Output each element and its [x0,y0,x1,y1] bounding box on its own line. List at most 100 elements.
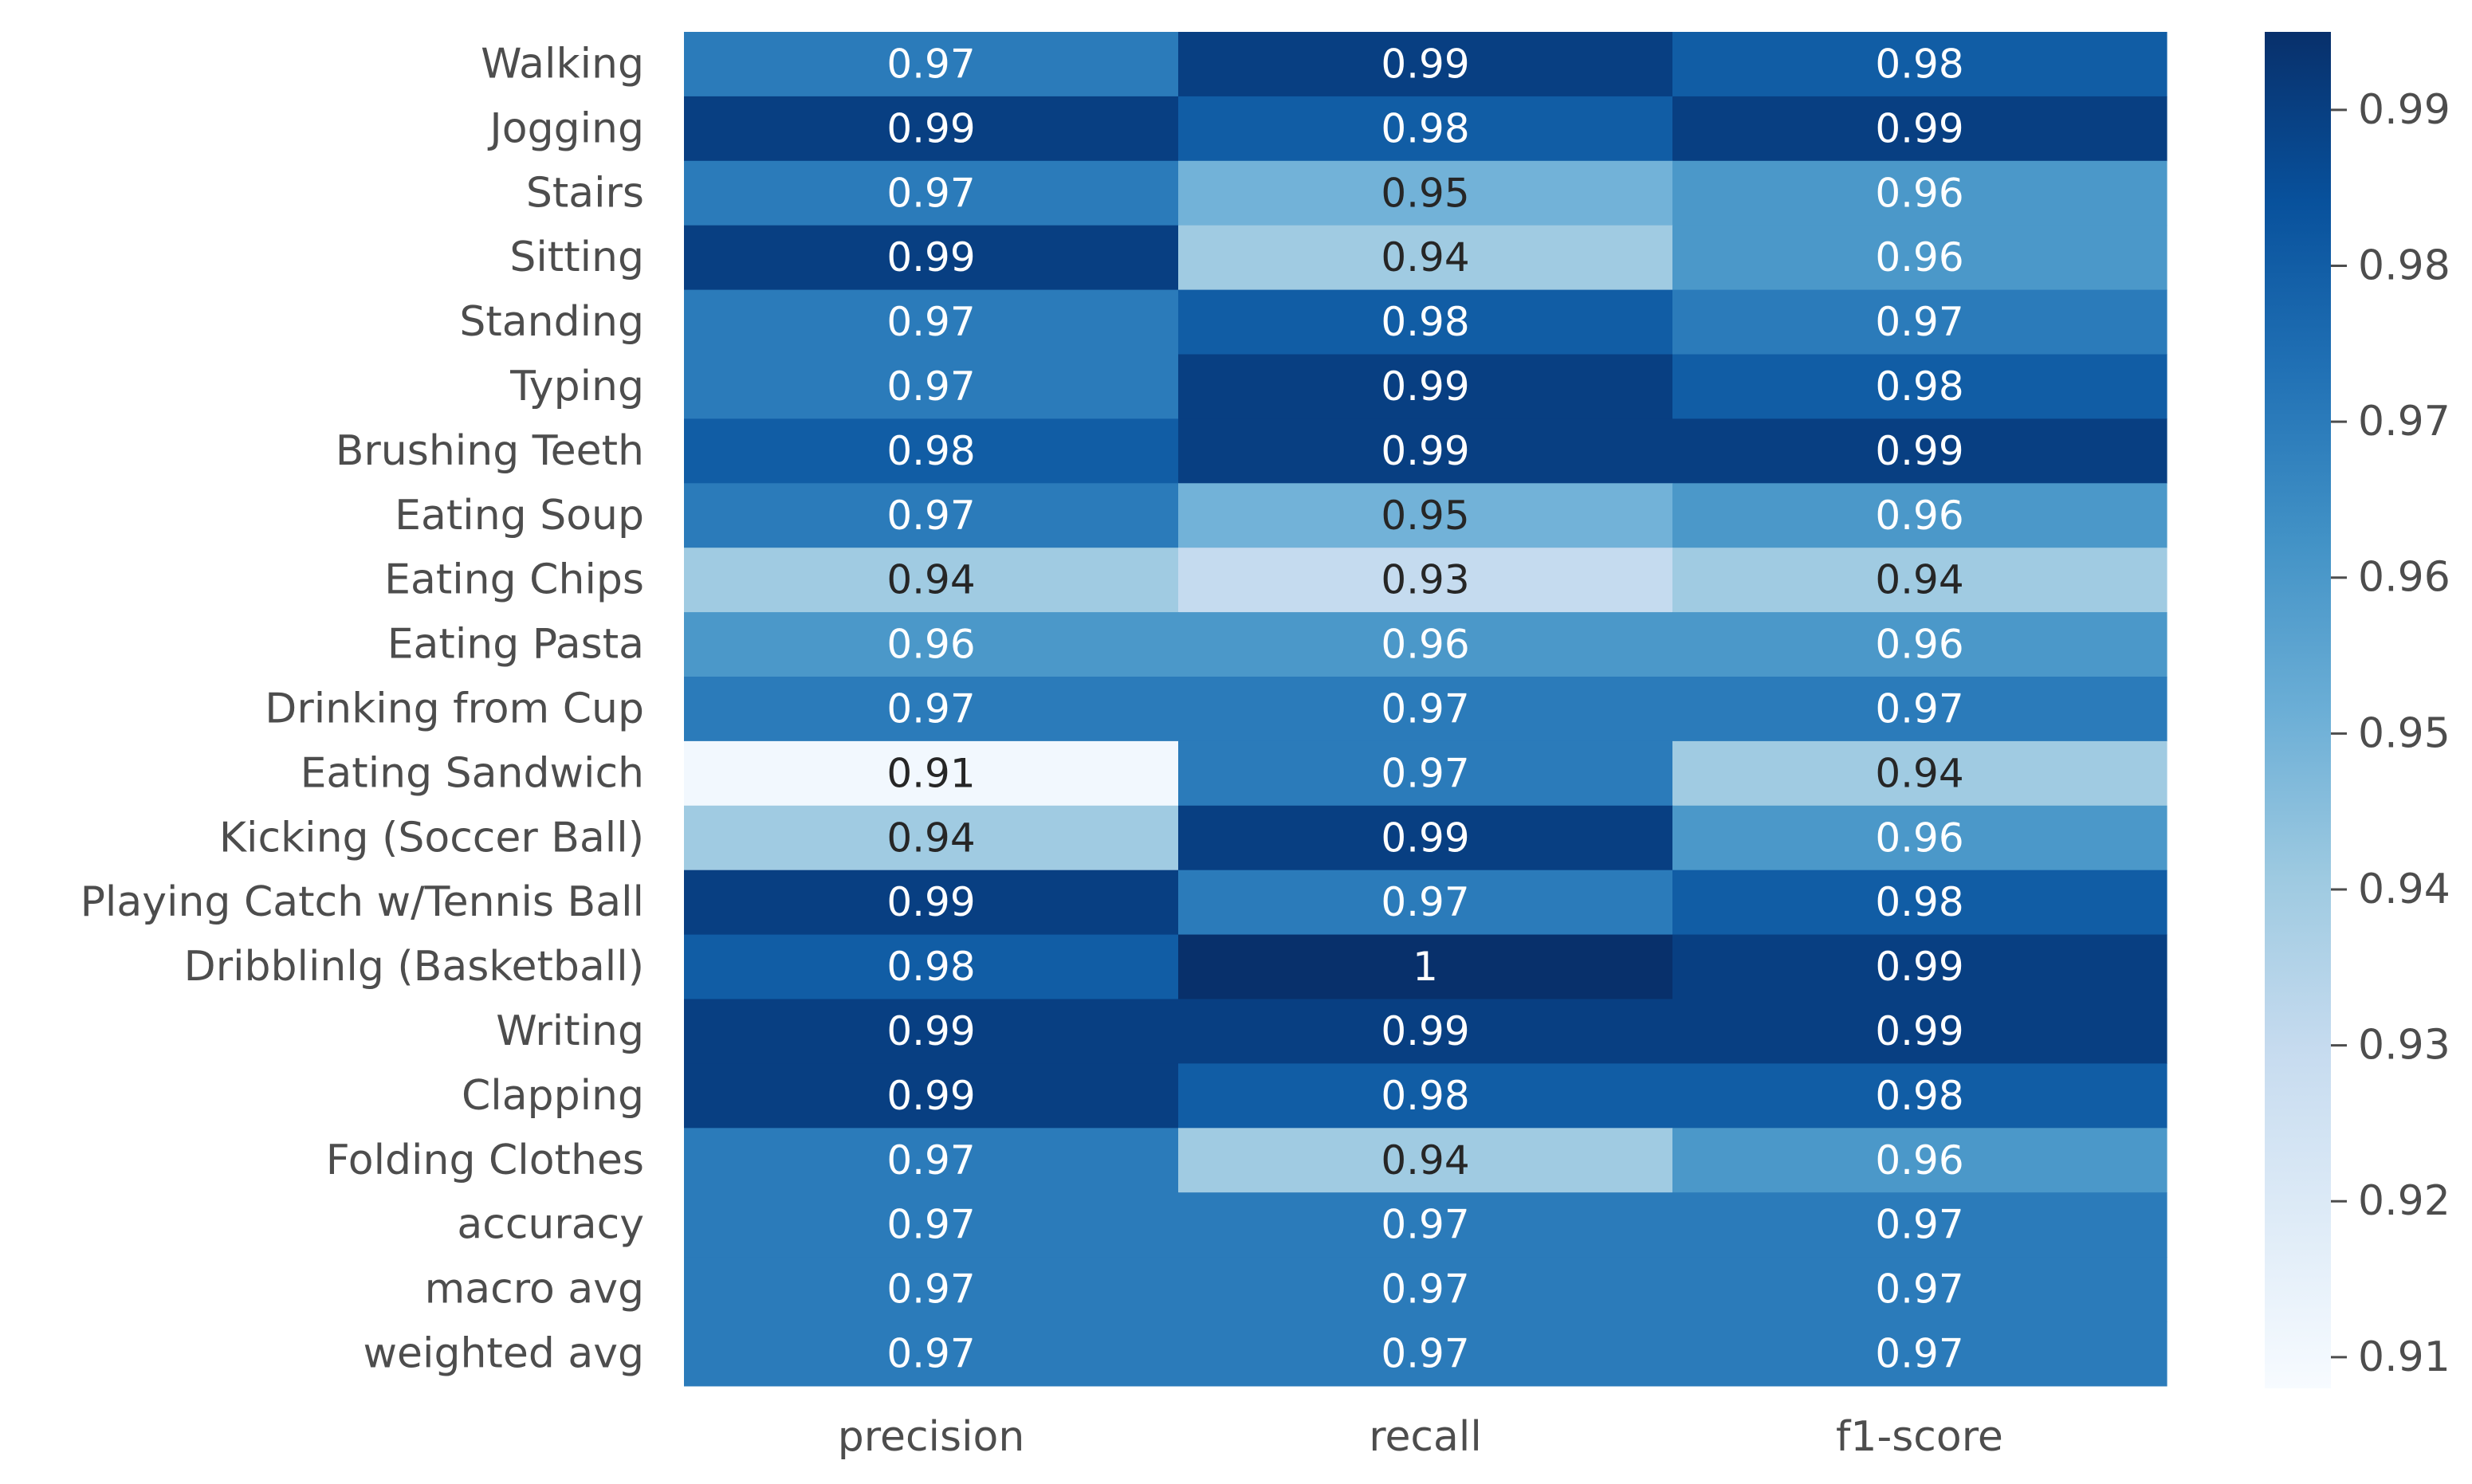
cell-value-label: 0.97 [1381,685,1469,732]
heatmap-cell-weighted-avg-recall [1178,1321,1673,1387]
heatmap-cell-stairs-f1-score [1672,160,2167,226]
row-label-stairs: Stairs [526,169,644,217]
cell-value-label: 0.96 [886,622,975,668]
heatmap-cells: 0.97 0.99 0.98 0.99 0.98 0.99 0.97 0.95 0.96 0.99… [684,32,2167,1387]
heatmap-cell-jogging-precision [684,96,1179,162]
heatmap-cell-eating-sandwich-recall [1178,740,1673,807]
column-label-recall: recall [1369,1413,1482,1461]
cell-value-label: 0.97 [1875,1330,1963,1376]
heatmap-cell-playing-catch-w-tennis-ball-f1-score [1672,870,2167,936]
row-label-eating-sandwich: Eating Sandwich [301,749,644,797]
heatmap-cell-eating-sandwich-precision [684,740,1179,807]
heatmap-cell-eating-pasta-f1-score [1672,612,2167,677]
colorbar-tick-label: 0.96 [2358,554,2450,602]
heatmap-cell-standing-f1-score [1672,289,2167,355]
cell-value-label: 0.97 [1381,1330,1469,1376]
heatmap-cell-eating-chips-precision [684,548,1179,613]
cell-value-label: 0.96 [1875,1137,1963,1184]
cell-value-label: 0.97 [886,1137,975,1184]
cell-value-label: 0.97 [1875,685,1963,732]
cell-value-label: 0.96 [1381,622,1469,668]
heatmap-cell-folding-clothes-recall [1178,1128,1673,1193]
colorbar: 0.99 0.98 0.97 0.96 0.95 0.94 0.93 0.92 0.91 [2265,32,2450,1388]
heatmap-cell-typing-f1-score [1672,354,2167,419]
heatmap-cell-jogging-f1-score [1672,96,2167,162]
colorbar-tick-label: 0.92 [2358,1177,2450,1225]
cell-value-label: 0.99 [1381,815,1469,861]
row-label-brushing-teeth: Brushing Teeth [336,427,644,475]
cell-value-label: 0.97 [886,41,975,87]
cell-value-label: 0.98 [1381,299,1469,345]
heatmap-cell-kicking-soccer-ball-f1-score [1672,805,2167,871]
colorbar-tick-label: 0.99 [2358,86,2450,134]
cell-value-label: 0.97 [886,1202,975,1248]
heatmap-cell-kicking-soccer-ball-recall [1178,805,1673,871]
cell-value-label: 0.97 [886,170,975,216]
heatmap-cell-macro-avg-recall [1178,1257,1673,1322]
heatmap-cell-brushing-teeth-precision [684,418,1179,484]
heatmap-cell-dribblinlg-basketball-recall [1178,934,1673,1000]
cell-value-label: 0.99 [886,1008,975,1054]
row-label-eating-soup: Eating Soup [395,492,644,540]
cell-value-label: 0.91 [886,750,975,796]
heatmap-cell-typing-precision [684,354,1179,419]
cell-value-label: 0.97 [1875,1202,1963,1248]
cell-value-label: 0.97 [886,493,975,539]
row-label-jogging: Jogging [487,104,644,152]
cell-value-label: 0.97 [886,1266,975,1313]
cell-value-label: 0.97 [886,299,975,345]
cell-value-label: 0.96 [1875,622,1963,668]
heatmap-cell-jogging-recall [1178,96,1673,162]
row-label-weighted-avg: weighted avg [364,1329,645,1377]
heatmap-cell-playing-catch-w-tennis-ball-precision [684,870,1179,936]
heatmap-cell-weighted-avg-f1-score [1672,1321,2167,1387]
heatmap-cell-typing-recall [1178,354,1673,419]
heatmap-cell-macro-avg-f1-score [1672,1257,2167,1322]
cell-value-label: 0.98 [1381,1073,1469,1119]
cell-value-label: 0.98 [886,428,975,474]
heatmap-cell-standing-precision [684,289,1179,355]
colorbar-tick-label: 0.91 [2358,1333,2450,1381]
heatmap-cell-eating-pasta-precision [684,612,1179,677]
cell-value-label: 0.98 [1381,105,1469,151]
column-label-f1-score: f1-score [1836,1413,2003,1461]
cell-value-label: 0.94 [886,815,975,861]
cell-value-label: 0.96 [1875,234,1963,281]
heatmap-cell-accuracy-f1-score [1672,1192,2167,1258]
cell-value-label: 1 [1413,944,1438,990]
row-label-playing-catch-w-tennis-ball: Playing Catch w/Tennis Ball [81,878,644,926]
cell-value-label: 0.99 [886,234,975,281]
heatmap-cell-folding-clothes-precision [684,1128,1179,1193]
cell-value-label: 0.94 [1381,234,1469,281]
row-label-accuracy: accuracy [457,1201,644,1249]
heatmap-cell-playing-catch-w-tennis-ball-recall [1178,870,1673,936]
heatmap-cell-folding-clothes-f1-score [1672,1128,2167,1193]
cell-value-label: 0.99 [886,1073,975,1119]
colorbar-tick-label: 0.94 [2358,866,2450,913]
column-label-precision: precision [838,1413,1025,1461]
row-label-dribblinlg-basketball: Dribblinlg (Basketball) [184,943,644,991]
heatmap-cell-sitting-f1-score [1672,225,2167,291]
heatmap-cell-walking-precision [684,32,1179,97]
heatmap-cell-drinking-from-cup-precision [684,677,1179,742]
cell-value-label: 0.99 [1875,1008,1963,1054]
cell-value-label: 0.99 [886,105,975,151]
heatmap-cell-eating-pasta-recall [1178,612,1673,677]
heatmap-cell-eating-chips-recall [1178,548,1673,613]
cell-value-label: 0.98 [886,944,975,990]
heatmap-cell-writing-f1-score [1672,999,2167,1064]
cell-value-label: 0.97 [1381,1202,1469,1248]
cell-value-label: 0.95 [1381,170,1469,216]
cell-value-label: 0.97 [886,685,975,732]
cell-value-label: 0.95 [1381,493,1469,539]
cell-value-label: 0.97 [1875,1266,1963,1313]
heatmap-cell-walking-recall [1178,32,1673,97]
cell-value-label: 0.99 [1381,41,1469,87]
colorbar-tick-label: 0.97 [2358,398,2450,446]
cell-value-label: 0.99 [1875,944,1963,990]
heatmap-cell-dribblinlg-basketball-f1-score [1672,934,2167,1000]
cell-value-label: 0.98 [1875,1073,1963,1119]
heatmap-cell-walking-f1-score [1672,32,2167,97]
heatmap-cell-drinking-from-cup-recall [1178,677,1673,742]
